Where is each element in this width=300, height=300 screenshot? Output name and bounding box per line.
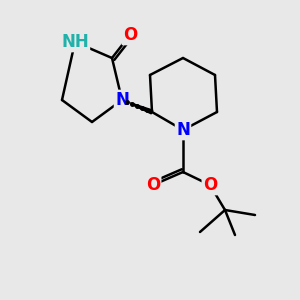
Text: O: O — [123, 26, 137, 44]
Text: N: N — [176, 121, 190, 139]
Text: O: O — [146, 176, 160, 194]
Text: N: N — [115, 91, 129, 109]
Polygon shape — [122, 100, 153, 114]
Text: NH: NH — [61, 33, 89, 51]
Text: O: O — [203, 176, 217, 194]
